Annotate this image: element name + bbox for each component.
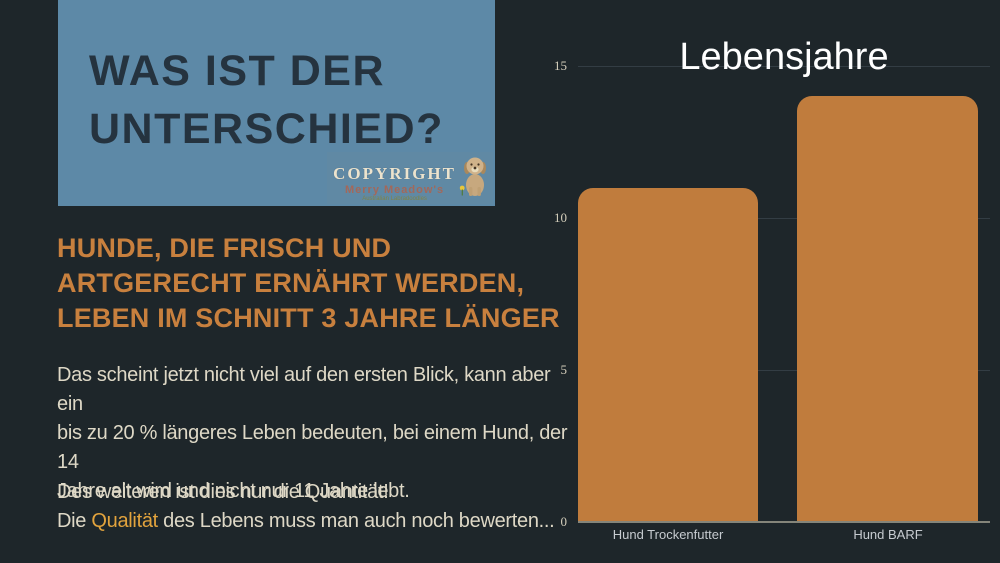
slide-title-line-1: WAS IST DER <box>89 47 386 95</box>
gridline-15 <box>578 66 990 67</box>
body-paragraph-1: Das scheint jetzt nicht viel auf den ers… <box>57 361 577 506</box>
slide-title: WAS IST DER UNTERSCHIED? <box>89 42 444 158</box>
body-paragraph-2-line-2: Die Qualität des Lebens muss man auch no… <box>57 507 577 536</box>
quality-line-after: des Lebens muss man auch noch bewerten..… <box>157 510 555 532</box>
y-tick-label-0: 0 <box>560 514 568 529</box>
copyright-label: COPYRIGHT <box>333 164 456 183</box>
quality-highlight: Qualität <box>91 510 158 532</box>
slide-title-line-2: UNTERSCHIED? <box>89 105 444 153</box>
section-heading-line-3: LEBEN IM SCHNITT 3 JAHRE LÄNGER <box>57 303 560 333</box>
bar-hund-barf <box>797 96 978 522</box>
section-heading-line-1: HUNDE, DIE FRISCH UND <box>57 233 392 263</box>
gridline-5 <box>578 370 990 371</box>
copyright-subtext: Australian Labradoodles <box>362 196 427 202</box>
gridline-10 <box>578 218 990 219</box>
bar-hund-trockenfutter <box>578 188 758 522</box>
body-paragraph-2-line-1: Des weiteren ist dies nur die Quantität! <box>57 481 389 503</box>
body-paragraph-2: Des weiteren ist dies nur die Quantität!… <box>57 478 577 536</box>
x-axis-line <box>578 521 990 523</box>
y-tick-label-5: 5 <box>560 362 568 377</box>
y-tick-label-10: 10 <box>554 210 567 225</box>
body-paragraph-1-line-1: Das scheint jetzt nicht viel auf den ers… <box>57 364 551 415</box>
section-heading-line-2: ARTGERECHT ERNÄHRT WERDEN, <box>57 268 525 298</box>
x-axis-label-barf: Hund BARF <box>853 527 923 542</box>
y-tick-label-15: 15 <box>554 58 567 73</box>
quality-line-before: Die <box>57 510 92 532</box>
section-heading: HUNDE, DIE FRISCH UND ARTGERECHT ERNÄHRT… <box>57 231 577 336</box>
x-axis-label-trockenfutter: Hund Trockenfutter <box>612 527 724 542</box>
body-paragraph-1-line-2: bis zu 20 % längeres Leben bedeuten, bei… <box>57 422 568 473</box>
dog-icon <box>459 155 489 202</box>
copyright-brand: Merry Meadow's <box>345 184 445 196</box>
copyright-text: COPYRIGHT Merry Meadow's Australian Labr… <box>333 164 456 202</box>
copyright-watermark: COPYRIGHT Merry Meadow's Australian Labr… <box>327 152 493 204</box>
chart-title: Lebensjahre <box>679 36 889 78</box>
body-paragraph-1-line-3: Jahre alt wird und nicht nur 11 Jahre le… <box>57 480 410 502</box>
title-box: WAS IST DER UNTERSCHIED? COPYRIGHT Merry… <box>58 0 495 206</box>
